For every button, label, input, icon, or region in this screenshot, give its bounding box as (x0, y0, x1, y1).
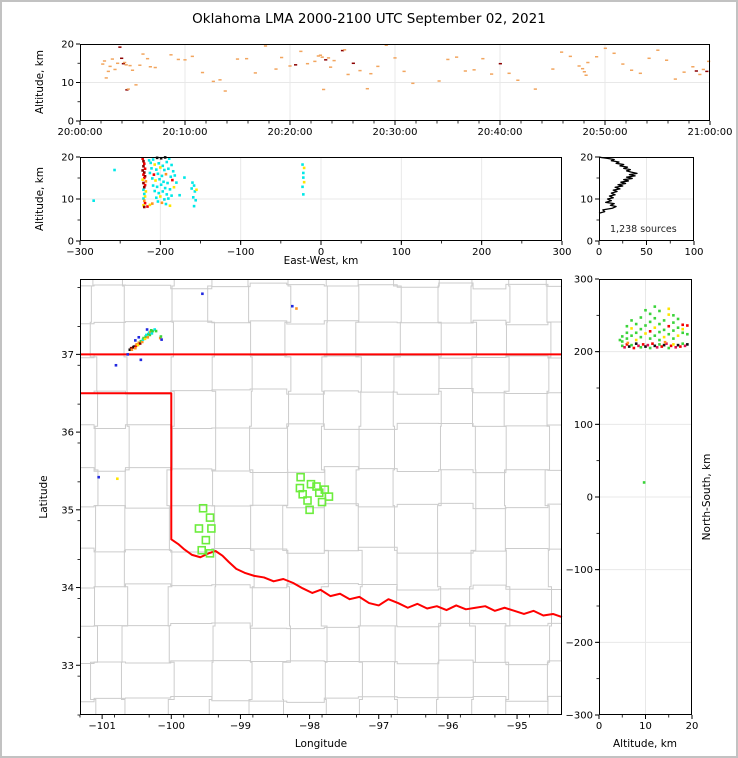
svg-text:10: 10 (61, 195, 74, 206)
svg-text:300: 300 (552, 247, 571, 258)
svg-text:20:10:00: 20:10:00 (163, 127, 208, 138)
svg-text:100: 100 (574, 420, 593, 431)
map-ylabel: Latitude (38, 475, 50, 519)
east-west-height-panel: −300 −200 −100 0 100 200 300 0 10 20 (61, 153, 571, 259)
svg-text:20:20:00: 20:20:00 (268, 127, 313, 138)
svg-text:0: 0 (318, 247, 324, 258)
svg-text:20:30:00: 20:30:00 (373, 127, 418, 138)
svg-text:−100: −100 (566, 565, 593, 576)
ns-panel-xlabel: Altitude, km (612, 738, 678, 750)
svg-text:−96: −96 (437, 721, 458, 732)
svg-text:35: 35 (61, 505, 74, 516)
svg-text:33: 33 (61, 661, 74, 672)
svg-text:21:00:00: 21:00:00 (688, 127, 733, 138)
svg-text:0: 0 (587, 237, 593, 248)
svg-text:−100: −100 (227, 247, 254, 258)
svg-text:50: 50 (640, 247, 653, 258)
svg-text:20:40:00: 20:40:00 (478, 127, 523, 138)
svg-text:0: 0 (68, 117, 74, 128)
altitude-histogram-panel: 1,238 sources 0 50 100 0 10 20 (580, 153, 703, 259)
svg-text:20: 20 (686, 721, 699, 732)
svg-text:36: 36 (61, 428, 74, 439)
svg-text:300: 300 (574, 275, 593, 286)
svg-text:10: 10 (580, 195, 593, 206)
svg-text:37: 37 (61, 350, 74, 361)
plan-view-map-panel: −101 −100 −99 −98 −97 −96 −95 33 34 35 36 37 (61, 279, 563, 732)
svg-text:−300: −300 (66, 247, 93, 258)
svg-text:−300: −300 (566, 711, 593, 722)
figure-title: Oklahoma LMA 2000-2100 UTC September 02,… (192, 11, 546, 27)
svg-text:−99: −99 (230, 721, 251, 732)
svg-text:10: 10 (639, 721, 652, 732)
svg-text:20: 20 (61, 153, 74, 164)
ew-panel-ylabel: Altitude, km (34, 166, 46, 232)
svg-text:−95: −95 (506, 721, 527, 732)
svg-text:20: 20 (61, 40, 74, 51)
svg-text:0: 0 (68, 237, 74, 248)
svg-text:100: 100 (684, 247, 703, 258)
svg-text:20:00:00: 20:00:00 (58, 127, 103, 138)
svg-text:200: 200 (574, 347, 593, 358)
svg-text:−101: −101 (88, 721, 115, 732)
time-height-panel: 20:00:00 20:10:00 20:20:00 20:30:00 20:40:00… (58, 40, 733, 139)
svg-text:34: 34 (61, 583, 74, 594)
svg-text:−200: −200 (147, 247, 174, 258)
svg-text:−97: −97 (368, 721, 389, 732)
svg-text:200: 200 (472, 247, 491, 258)
svg-text:0: 0 (587, 493, 593, 504)
map-xlabel: Longitude (294, 738, 348, 750)
svg-text:−98: −98 (299, 721, 320, 732)
source-count-label: 1,238 sources (610, 224, 677, 235)
svg-text:0: 0 (596, 247, 602, 258)
svg-text:20:50:00: 20:50:00 (583, 127, 628, 138)
ew-panel-xlabel: East-West, km (283, 255, 359, 267)
svg-text:−100: −100 (158, 721, 185, 732)
north-south-height-panel: 0 10 20 −300 −200 −100 0 100 200 300 (566, 275, 699, 733)
svg-text:0: 0 (596, 721, 602, 732)
svg-text:−200: −200 (566, 638, 593, 649)
svg-text:10: 10 (61, 78, 74, 89)
svg-text:20: 20 (580, 153, 593, 164)
svg-text:100: 100 (392, 247, 411, 258)
ns-panel-ylabel: North-South, km (701, 453, 713, 541)
time-panel-ylabel: Altitude, km (34, 49, 46, 115)
